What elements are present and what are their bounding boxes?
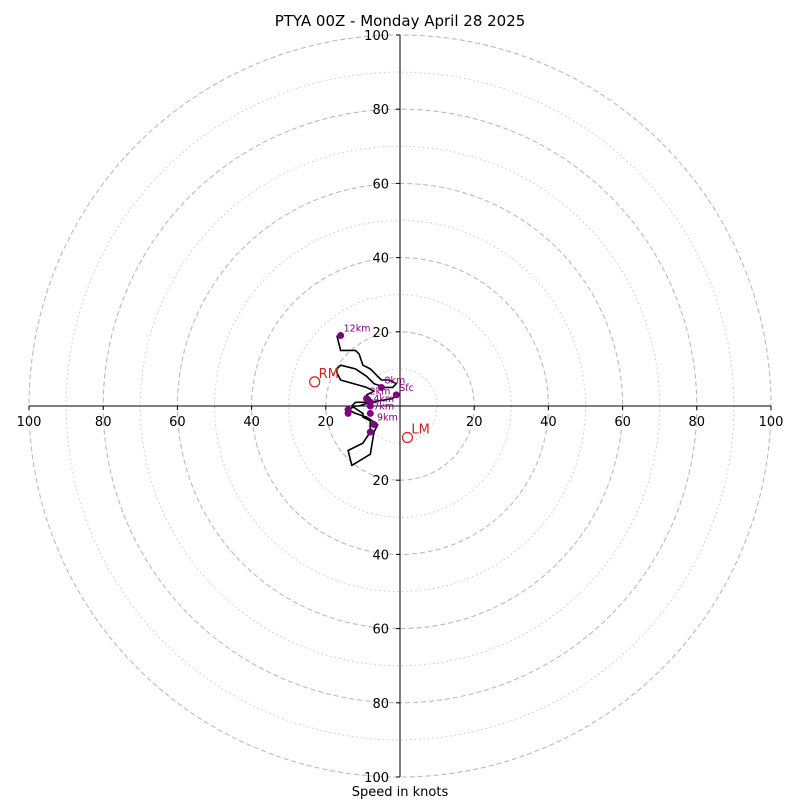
y-tick-label: 80 [372,697,389,712]
y-tick-label: 80 [372,103,389,118]
x-tick-label: 100 [759,415,784,430]
height-label-7km: 7km [373,401,394,412]
lm-label: LM [411,423,429,438]
chart-axes [29,35,771,777]
y-tick-label: 60 [372,177,389,192]
x-tick-label: 60 [169,415,186,430]
x-tick-label: 60 [614,415,631,430]
height-point-8km [377,383,385,391]
x-tick-label: 20 [318,415,335,430]
y-tick-label: 40 [372,548,389,563]
height-point-9km [370,421,378,429]
height-point-sfc [392,391,400,399]
height-point-12km [337,332,345,340]
x-axis-label: Speed in knots [352,785,449,800]
y-tick-label: 40 [372,252,389,267]
height-label-sfc: Sfc [399,383,414,394]
x-tick-label: 20 [466,415,483,430]
y-tick-label: 100 [364,771,389,786]
height-label-2km: 2km [370,387,391,398]
height-label-12km: 12km [344,324,371,335]
storm-motion-group: RM LM [309,367,430,444]
y-tick-label: 60 [372,623,389,638]
y-tick-label: 20 [372,474,389,489]
x-tick-label: 40 [243,415,260,430]
height-label-9km: 9km [377,413,398,424]
height-point-7km [366,409,374,417]
lm-marker [401,431,414,444]
axis-tick-labels: 100 80 60 40 20 20 40 60 80 100 100 80 60 40 20 20 40 60 8… [17,29,784,786]
height-point-4km [366,402,374,410]
height-point-10km [366,428,374,436]
wind-trace [336,335,398,467]
rm-label: RM [319,367,339,382]
wind-trace-group [336,335,398,467]
height-label-8km: 8km [384,375,405,386]
chart-title: PTYA 00Z - Monday April 28 2025 [275,12,526,30]
x-tick-label: 80 [95,415,112,430]
height-point-6km [344,409,352,417]
rm-marker [309,376,321,388]
x-tick-label: 80 [689,415,706,430]
height-label-4km: 4km [373,394,394,405]
y-tick-label: 100 [364,29,389,44]
y-tick-label: 20 [372,326,389,341]
x-tick-label: 100 [17,415,42,430]
x-tick-label: 40 [540,415,557,430]
